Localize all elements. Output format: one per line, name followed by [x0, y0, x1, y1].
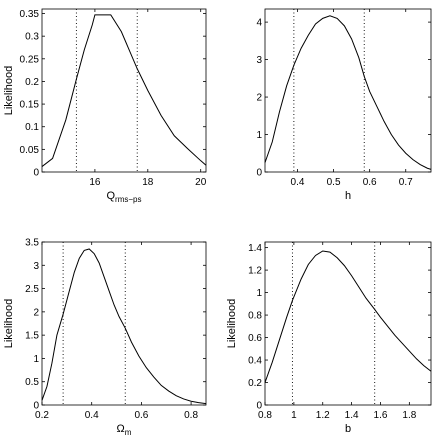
axes-frame	[41, 8, 207, 173]
x-tick-label: 16	[89, 177, 101, 188]
y-tick-label: 1.5	[25, 331, 39, 342]
y-tick-label: 3.5	[25, 238, 39, 249]
y-tick-label: 0.2	[248, 378, 262, 389]
y-tick-label: 1.2	[248, 266, 262, 277]
y-tick-label: 1	[256, 288, 262, 299]
y-tick-label: 0.05	[20, 145, 40, 156]
y-tick-label: 0.5	[25, 377, 39, 388]
x-axis-label: Qrms−ps	[106, 190, 141, 204]
y-tick-label: 0.6	[248, 333, 262, 344]
likelihood-curve	[264, 15, 432, 170]
x-tick-label: 1.2	[316, 410, 330, 421]
x-tick-label: 0.7	[399, 177, 413, 188]
x-axis-label-subscript: rms−ps	[115, 195, 141, 204]
x-tick-label: 0.2	[35, 410, 49, 421]
likelihood-curve	[264, 250, 432, 383]
x-axis-label-main: Ω	[117, 423, 125, 435]
subplot-3: 0.2 0.4 0.6 0.8 0 0.5 1 1.5 2 2.5 3 3.5 Ωm Likelihood	[3, 238, 207, 437]
y-tick-label: 3	[33, 261, 39, 272]
x-axis-label-main: b	[345, 423, 351, 435]
y-tick-label: 1	[33, 354, 39, 365]
x-tick-label: 1.4	[345, 410, 359, 421]
x-axis-label: Ωm	[117, 423, 132, 437]
likelihood-curve	[41, 14, 207, 167]
axes-frame	[264, 241, 432, 406]
x-tick-label: 1.6	[374, 410, 388, 421]
y-tick-label: 0.8	[248, 311, 262, 322]
x-axis-label: h	[345, 190, 351, 202]
y-tick-label: 1	[256, 130, 262, 141]
y-axis-label: Likelihood	[3, 66, 15, 116]
y-tick-label: 2	[33, 307, 39, 318]
x-tick-label: 1.8	[402, 410, 416, 421]
x-axis-label-subscript: m	[125, 428, 132, 437]
x-axis-label: b	[345, 423, 351, 435]
x-axis-label-main: Q	[106, 190, 115, 202]
x-tick-label: 0.6	[363, 177, 377, 188]
y-tick-label: 0	[256, 401, 262, 412]
x-tick-label: 18	[142, 177, 154, 188]
y-tick-label: 0	[33, 168, 39, 179]
x-tick-label: 20	[195, 177, 207, 188]
subplot-4: 0.8 1 1.2 1.4 1.6 1.8 0 0.2 0.4 0.6 0.8 1 1.2 1.4 b Lik…	[226, 241, 432, 435]
y-tick-label: 2.5	[25, 284, 39, 295]
x-tick-label: 0.8	[258, 410, 272, 421]
y-tick-label: 1.4	[248, 243, 262, 254]
y-tick-label: 0.3	[25, 32, 39, 43]
x-tick-label: 0.4	[85, 410, 99, 421]
y-tick-label: 0.25	[20, 54, 40, 65]
likelihood-curve	[41, 248, 207, 405]
x-tick-label: 0.8	[184, 410, 198, 421]
x-tick-label: 0.4	[291, 177, 305, 188]
y-tick-label: 0.15	[20, 100, 40, 111]
y-tick-label: 0	[33, 401, 39, 412]
y-tick-label: 0.2	[25, 77, 39, 88]
y-tick-label: 0.1	[25, 122, 39, 133]
y-tick-label: 3	[256, 55, 262, 66]
y-tick-label: 2	[256, 93, 262, 104]
subplot-1: 16 18 20 0 0.05 0.1 0.15 0.2 0.25 0.3 0.35 Qrms−ps L…	[3, 8, 207, 204]
y-tick-label: 4	[256, 18, 262, 29]
x-tick-label: 0.5	[327, 177, 341, 188]
y-axis-label: Likelihood	[226, 299, 238, 349]
axes-frame	[264, 8, 432, 173]
axes-frame	[41, 241, 207, 406]
x-axis-label-main: h	[345, 190, 351, 202]
y-tick-label: 0.4	[248, 356, 262, 367]
y-tick-label: 0.35	[20, 9, 40, 20]
x-tick-label: 1	[291, 410, 297, 421]
y-tick-label: 0	[256, 168, 262, 179]
x-tick-label: 0.6	[134, 410, 148, 421]
y-axis-label: Likelihood	[3, 299, 15, 349]
subplot-2: 0.4 0.5 0.6 0.7 0 1 2 3 4 h	[256, 8, 432, 202]
